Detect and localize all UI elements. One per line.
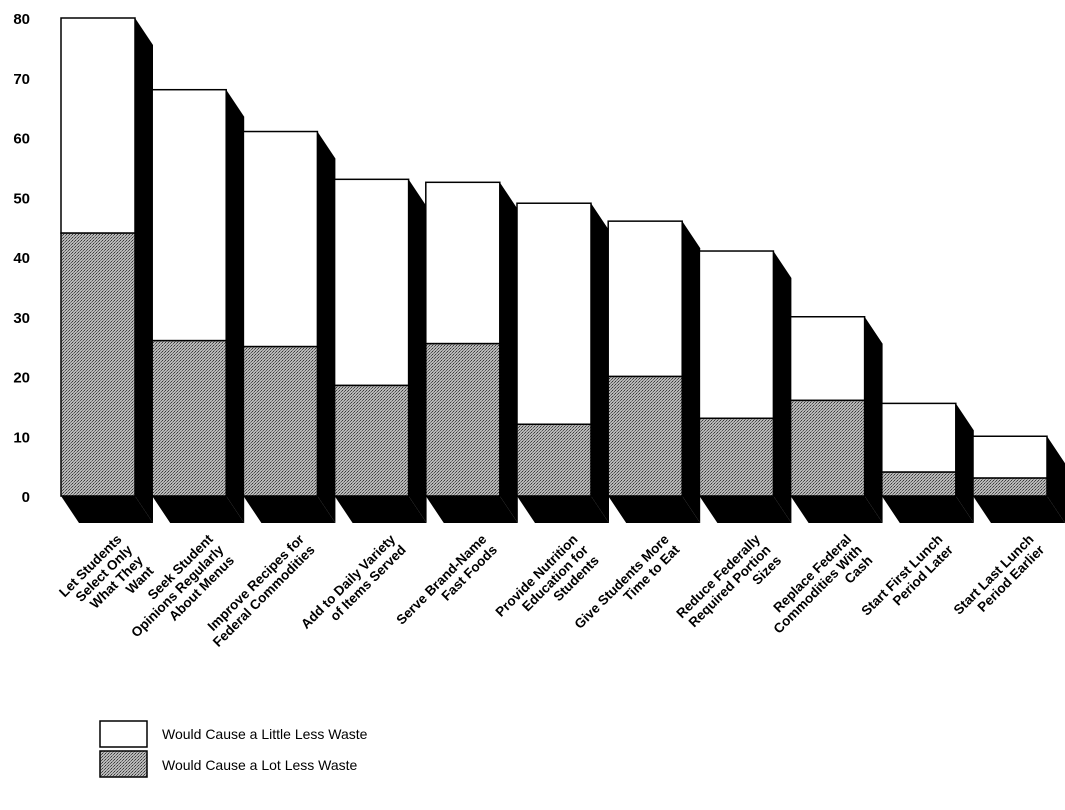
bar-base-3d [152, 496, 245, 523]
category-label-line: Serve Brand-Name [393, 531, 489, 627]
category-label-line: Give Students More [572, 531, 673, 632]
category-label: Replace FederalCommodities WithCash [760, 532, 876, 648]
bar-1 [60, 17, 153, 523]
bar-base-3d [699, 496, 792, 523]
bar-7 [607, 220, 701, 523]
bar-segment-lot-less [425, 342, 501, 497]
bar-segment-little-less [333, 178, 410, 387]
legend-label-lot-less: Would Cause a Lot Less Waste [162, 757, 358, 773]
bar-10 [881, 402, 974, 523]
bar-segment-little-less [516, 202, 592, 426]
category-labels: Let StudentsSelect OnlyWhat TheyWantSeek… [56, 531, 1048, 650]
bar-2 [151, 88, 245, 523]
legend: Would Cause a Little Less Waste Would Ca… [99, 720, 368, 778]
y-tick-label: 70 [13, 71, 30, 88]
bar-segment-little-less [789, 316, 866, 402]
bar-side-3d [955, 403, 974, 523]
bar-segment-lot-less [972, 477, 1048, 497]
bar-segment-little-less [607, 220, 683, 378]
category-label: Give Students MoreTime to Eat [572, 531, 683, 642]
bar-base-3d [243, 496, 336, 523]
bar-side-3d [226, 89, 245, 523]
bar-segment-little-less [972, 435, 1048, 479]
bar-segment-little-less [425, 181, 501, 345]
bar-segment-little-less [242, 130, 319, 348]
bar-6 [516, 202, 609, 523]
bar-base-3d [973, 496, 1065, 523]
bar-segment-lot-less [607, 375, 683, 497]
bar-segment-lot-less [333, 384, 410, 497]
bar-segment-little-less [151, 88, 227, 342]
legend-swatch-white [99, 720, 148, 748]
y-tick-label: 60 [13, 131, 30, 148]
bar-side-3d [135, 18, 153, 523]
bar-4 [333, 178, 427, 523]
category-label: Serve Brand-NameFast Foods [393, 531, 500, 638]
bar-segment-little-less [698, 250, 775, 420]
bar-side-3d [408, 179, 427, 523]
bars-group [60, 17, 1065, 523]
category-label-line: Add to Daily Variety [298, 531, 399, 632]
bar-base-3d [61, 496, 153, 523]
bar-segment-lot-less [242, 345, 319, 497]
bar-base-3d [425, 496, 518, 523]
bar-segment-lot-less [881, 471, 957, 497]
bar-8 [698, 250, 792, 523]
bar-3 [242, 130, 336, 523]
y-tick-label: 40 [13, 250, 30, 267]
bar-5 [425, 181, 518, 523]
legend-label-little-less: Would Cause a Little Less Waste [162, 726, 368, 742]
y-tick-label: 30 [13, 310, 30, 327]
y-tick-label: 10 [13, 429, 30, 446]
bar-segment-little-less [881, 402, 957, 473]
y-tick-label: 50 [13, 190, 30, 207]
bar-9 [789, 316, 883, 523]
bar-side-3d [591, 203, 609, 523]
bar-segment-lot-less [789, 399, 866, 497]
bar-segment-little-less [60, 17, 136, 234]
bar-base-3d [881, 496, 974, 523]
y-tick-label: 0 [22, 489, 30, 506]
bar-side-3d [1047, 436, 1065, 523]
y-axis: 0 10 20 30 40 50 60 70 80 [13, 11, 30, 506]
bar-segment-lot-less [60, 232, 136, 497]
category-label: Start First LunchPeriod Later [858, 531, 956, 629]
category-label: Start Last LunchPeriod Earlier [951, 531, 1048, 628]
bar-base-3d [790, 496, 883, 523]
y-tick-label: 80 [13, 11, 30, 28]
bar-side-3d [682, 221, 701, 523]
bar-side-3d [317, 131, 336, 523]
bar-segment-lot-less [516, 423, 592, 497]
bar-side-3d [864, 316, 883, 523]
bar-segment-lot-less [151, 339, 227, 497]
bar-segment-lot-less [698, 417, 775, 497]
legend-item-lot-less: Would Cause a Lot Less Waste [99, 750, 358, 778]
bar-base-3d [334, 496, 427, 523]
bar-side-3d [499, 182, 518, 523]
bar-11 [972, 435, 1065, 523]
bar-base-3d [608, 496, 701, 523]
bar-side-3d [773, 251, 792, 523]
legend-swatch-stipple [99, 750, 148, 778]
legend-item-little-less: Would Cause a Little Less Waste [99, 720, 368, 748]
category-label: Reduce FederallyRequired PortionSizes [673, 531, 784, 642]
bar-base-3d [517, 496, 609, 523]
y-tick-label: 20 [13, 370, 30, 387]
category-label: Add to Daily Varietyof Items Served [298, 531, 409, 642]
